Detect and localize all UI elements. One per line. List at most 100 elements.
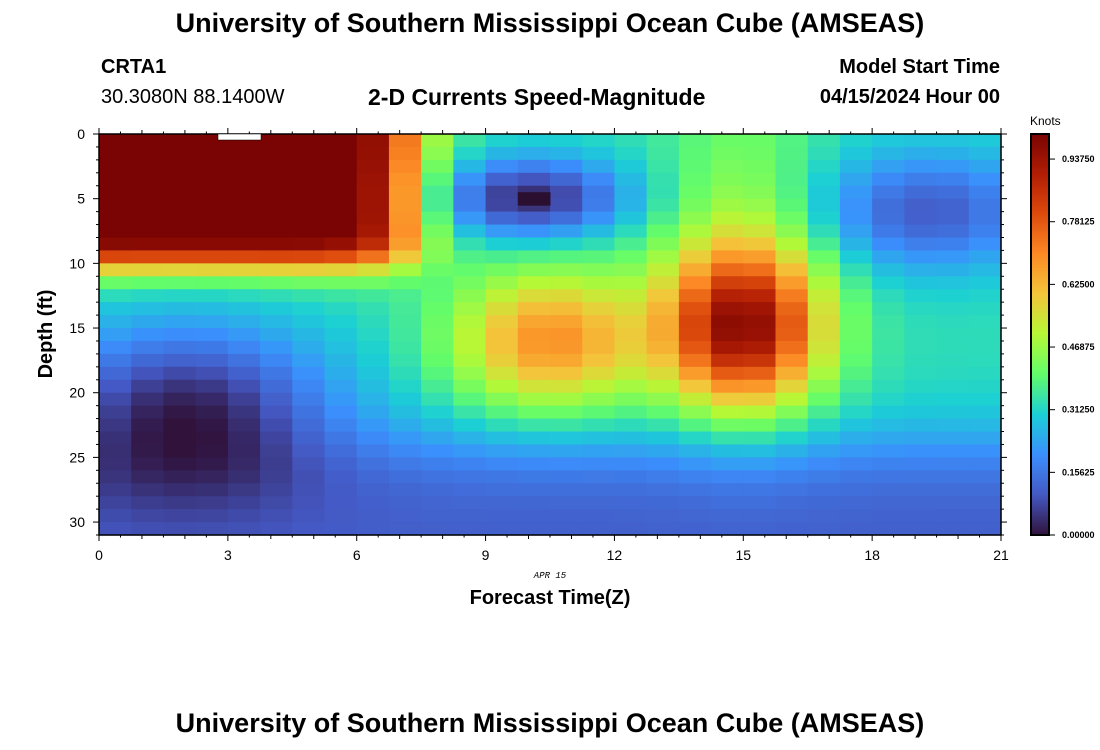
heatmap-cell [550,431,583,446]
heatmap-cell [453,211,487,226]
heatmap-cell [195,172,229,187]
heatmap-cell [453,315,487,329]
heatmap-cell [356,159,390,174]
heatmap-cell [968,172,1002,187]
heatmap-cell [936,315,970,329]
heatmap-cell [582,328,616,342]
heatmap-cell [839,302,873,316]
heatmap-cell [195,159,229,174]
heatmap-cell [550,263,583,277]
heatmap-cell [582,340,616,355]
heatmap-cell [388,289,422,303]
heatmap-cell [614,237,648,252]
heatmap-cell [453,483,487,497]
heatmap-cell [743,496,777,510]
heatmap-cell [324,172,358,187]
x-tick-label: 6 [353,547,361,563]
heatmap-cell [936,496,970,510]
heatmap-cell [453,328,487,342]
heatmap-cell [163,237,197,252]
heatmap-cell [646,379,680,394]
heatmap-cell [388,302,422,316]
heatmap-cell [227,185,261,200]
heatmap-cell [421,172,454,187]
heatmap-cell [324,146,358,161]
heatmap-cell [260,185,293,200]
heatmap-cell [421,328,454,342]
heatmap-cell [743,522,777,536]
heatmap-cell [678,315,712,329]
heatmap-cell [292,198,326,213]
heatmap-cell [550,366,583,381]
heatmap-cell [131,198,165,213]
heatmap-cell [872,198,905,213]
heatmap-cell [743,509,777,523]
heatmap-cell [421,159,454,174]
heatmap-cell [807,134,841,148]
heatmap-cell [517,315,551,329]
heatmap-cell [968,276,1002,290]
heatmap-cell [324,250,358,264]
heatmap-cell [550,302,583,316]
heatmap-cell [968,496,1002,510]
heatmap-cell [678,353,712,368]
heatmap-cell [421,237,454,252]
heatmap-cell [904,522,938,536]
heatmap-cell [743,340,777,355]
heatmap-cell [260,134,293,148]
heatmap-cell [324,159,358,174]
heatmap-cell [614,470,648,484]
heatmap-cell [614,289,648,303]
heatmap-cell [904,237,938,252]
heatmap-cell [356,392,390,407]
heatmap-cell [388,263,422,277]
heatmap-cell [421,224,454,239]
heatmap-cell [163,470,197,484]
heatmap-cell [99,263,132,277]
heatmap-cell [550,483,583,497]
heatmap-cell [163,366,197,381]
heatmap-cell [614,379,648,394]
heatmap-cell [582,146,616,161]
heatmap-cell [711,185,744,200]
heatmap-cell [678,522,712,536]
heatmap-cell [517,509,551,523]
heatmap-cell [388,134,422,148]
heatmap-cell [582,185,616,200]
heatmap-cell [582,263,616,277]
heatmap-cell [163,134,197,148]
heatmap-cell [163,315,197,329]
heatmap-cell [646,134,680,148]
model-start-label: Model Start Time [839,56,1000,78]
heatmap-cell [807,431,841,446]
heatmap-cell [711,522,744,536]
heatmap-cell [582,496,616,510]
heatmap-cell [807,302,841,316]
heatmap-cell [775,172,809,187]
heatmap-cell [614,276,648,290]
heatmap-cell [99,134,132,148]
heatmap-cell [453,431,487,446]
heatmap-cell [195,444,229,458]
heatmap-cell [227,289,261,303]
heatmap-cell [839,405,873,420]
heatmap-cell [904,405,938,420]
heatmap-cell [195,522,229,536]
heatmap-cell [839,444,873,458]
heatmap-cell [678,431,712,446]
heatmap-cell [99,211,132,226]
heatmap-cell [99,315,132,329]
heatmap-cell [485,302,519,316]
heatmap-cell [131,457,165,471]
heatmap-cell [582,159,616,174]
x-axis-label: Forecast Time(Z) [470,587,631,609]
heatmap-cell [968,211,1002,226]
heatmap-cell [260,392,293,407]
heatmap-cell [324,276,358,290]
x-tick-label: 0 [95,547,103,563]
heatmap-cell [99,366,132,381]
heatmap-cell [614,172,648,187]
heatmap-cell [646,185,680,200]
heatmap-cell [356,483,390,497]
model-start-value: 04/15/2024 Hour 00 [819,86,1000,108]
